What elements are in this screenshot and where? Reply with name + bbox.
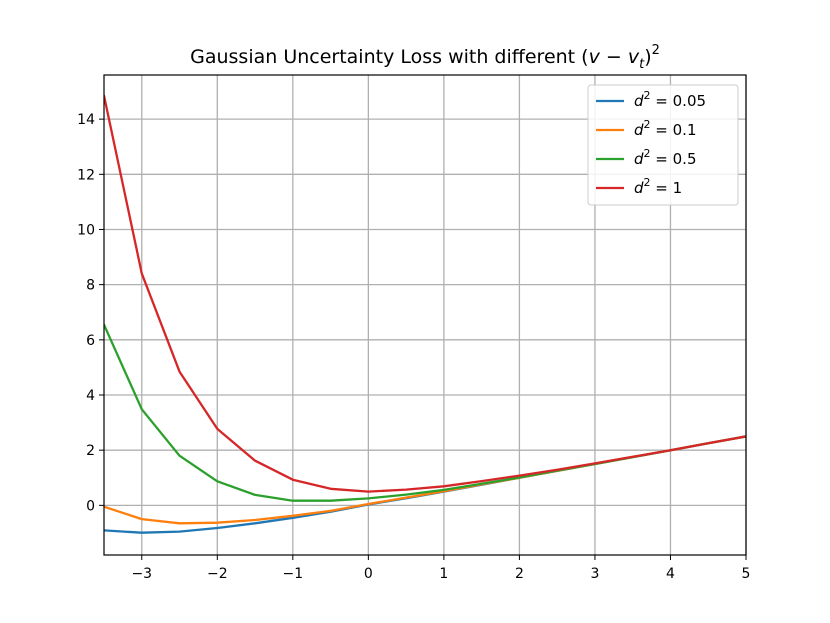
chart-title: Gaussian Uncertainty Loss with different… [190,43,660,72]
y-tick-label: 8 [86,278,95,294]
legend-label: d2 = 1 [634,176,682,197]
x-tick-label: 5 [742,566,751,582]
x-tick-label: −2 [207,566,228,582]
x-tick-label: −3 [131,566,152,582]
legend-label: d2 = 0.05 [634,89,706,110]
x-tick-label: 1 [439,566,448,582]
x-tick-label: 3 [590,566,599,582]
y-tick-label: 10 [77,222,95,238]
legend: d2 = 0.05 d2 = 0.1 d2 = 0.5 d2 = 1 [587,84,739,206]
y-tick-label: 14 [77,112,95,128]
x-tick-label: 2 [515,566,524,582]
y-tick-label: 4 [86,388,95,404]
x-axis: −3 −2 −1 0 1 2 3 4 5 [131,555,750,582]
legend-label: d2 = 0.5 [634,147,697,168]
y-tick-label: 12 [77,167,95,183]
axes-frame [103,74,747,556]
series-lines [104,94,746,534]
x-tick-label: −1 [283,566,304,582]
series-line [104,94,746,493]
legend-box [587,84,739,206]
x-tick-label: 4 [666,566,675,582]
legend-label: d2 = 0.1 [634,118,697,139]
y-axis: 0 2 4 6 8 10 12 14 [77,112,104,514]
y-tick-label: 2 [86,443,95,459]
x-tick-label: 0 [364,566,373,582]
y-tick-label: 0 [86,498,95,514]
y-tick-label: 6 [86,333,95,349]
